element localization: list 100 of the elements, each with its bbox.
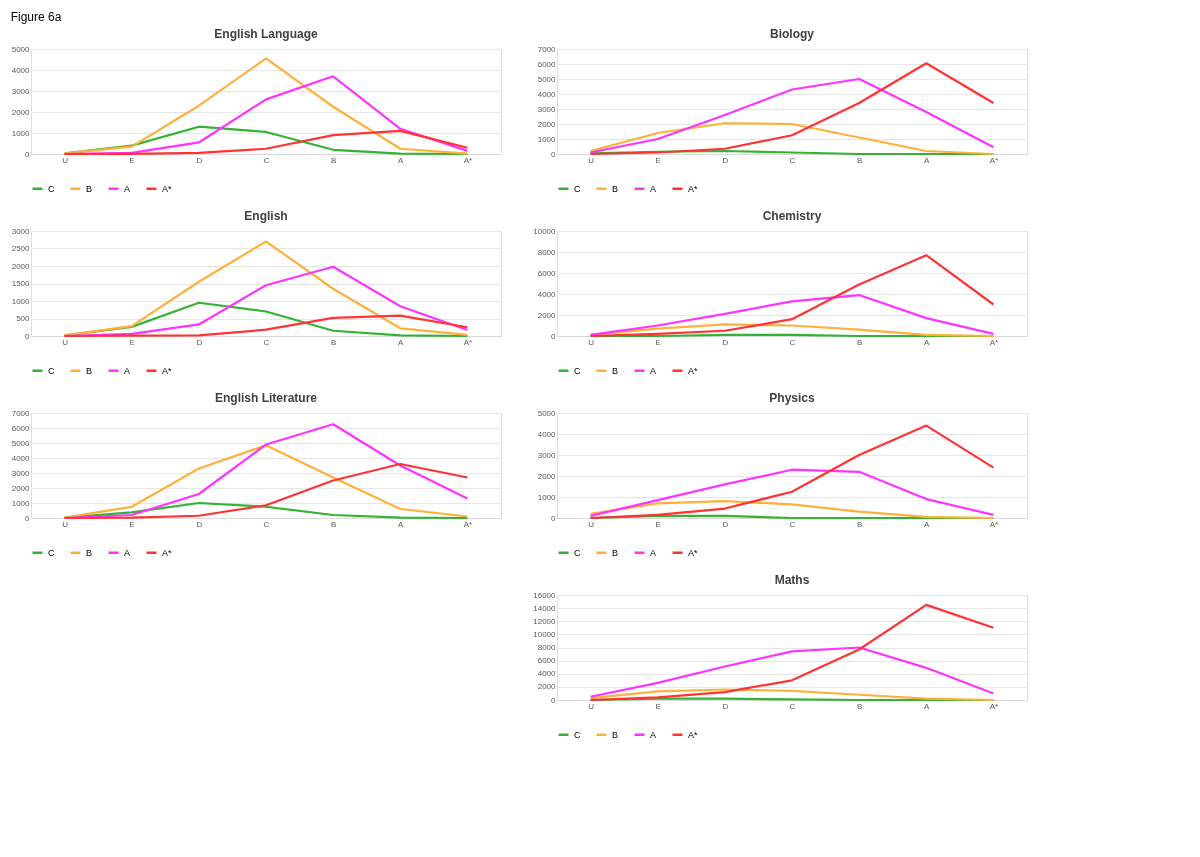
x-tick-label: C (789, 519, 796, 529)
y-tick-label: 6000 (537, 656, 557, 666)
line-series (589, 77, 995, 154)
legend-label: A* (162, 183, 172, 194)
x-tick-label: A (924, 155, 931, 165)
x-tick-label: A* (989, 155, 999, 165)
y-tick-label: 10000 (533, 226, 557, 236)
y-tick-label: 7000 (11, 408, 31, 418)
x-tick-label: C (263, 155, 270, 165)
y-tick-label: 0 (25, 513, 31, 523)
legend-label: B (612, 547, 619, 558)
y-tick-label: 2000 (11, 107, 31, 117)
legend-label: C (574, 547, 581, 558)
y-tick-label: 10000 (533, 629, 557, 639)
y-tick-label: 2000 (537, 682, 557, 692)
x-tick-label: C (789, 337, 796, 347)
legend-label: C (574, 365, 581, 376)
x-tick-label: E (655, 701, 661, 711)
line-series (63, 314, 469, 338)
legend-label: A* (688, 183, 698, 194)
y-tick-label: 8000 (537, 643, 557, 652)
y-tick-label: 4000 (537, 289, 557, 299)
legend-label: C (574, 729, 581, 740)
y-tick-label: 0 (25, 331, 31, 341)
x-tick-label: A* (989, 701, 999, 711)
x-tick-label: C (789, 701, 796, 711)
y-tick-label: 0 (25, 149, 31, 159)
chart-title: Maths (774, 573, 810, 587)
x-tick-label: B (330, 519, 337, 529)
legend-label: A (124, 183, 131, 194)
y-tick-label: 8000 (537, 247, 557, 257)
legend-label: A* (162, 547, 172, 558)
line-series (63, 462, 469, 520)
y-tick-label: 3000 (11, 86, 31, 96)
line-series (589, 122, 995, 156)
legend-label: C (48, 547, 55, 558)
legend-label: B (612, 365, 619, 376)
x-tick-label: B (330, 337, 337, 347)
legend-label: B (86, 547, 93, 558)
y-tick-label: 6000 (537, 268, 557, 278)
y-tick-label: 4000 (537, 669, 557, 679)
x-tick-label: C (789, 155, 796, 165)
y-tick-label: 0 (551, 149, 557, 159)
x-tick-label: A (924, 519, 931, 529)
y-tick-label: 500 (16, 314, 31, 323)
legend-label: A (650, 365, 657, 376)
y-tick-label: 4000 (11, 65, 31, 75)
y-tick-label: 4000 (537, 429, 557, 439)
y-tick-label: 1000 (11, 498, 31, 508)
legend-label: A (124, 365, 131, 376)
x-tick-label: E (655, 155, 661, 165)
x-tick-label: U (62, 155, 69, 165)
x-tick-label: B (856, 519, 863, 529)
x-tick-label: E (655, 519, 661, 529)
x-tick-label: E (655, 337, 661, 347)
line-series (589, 62, 995, 156)
x-tick-label: A (924, 337, 931, 347)
y-tick-label: 7000 (537, 44, 557, 54)
y-tick-label: 3000 (11, 226, 31, 236)
y-tick-label: 3000 (537, 450, 557, 460)
y-tick-label: 4000 (11, 453, 31, 463)
legend-label: C (48, 365, 55, 376)
line-series (589, 254, 995, 338)
y-tick-label: 1500 (11, 279, 31, 288)
x-tick-label: D (722, 701, 729, 711)
y-tick-label: 2000 (537, 310, 557, 320)
x-tick-label: U (588, 519, 595, 529)
line-series (63, 57, 469, 155)
y-tick-label: 5000 (537, 408, 557, 418)
y-tick-label: 0 (551, 513, 557, 523)
y-tick-label: 0 (551, 695, 557, 705)
x-tick-label: A* (463, 519, 473, 529)
x-tick-label: A* (989, 519, 999, 529)
x-tick-label: D (722, 155, 729, 165)
chart-title: Biology (770, 27, 815, 41)
line-series (589, 468, 995, 517)
chart-title: Chemistry (762, 209, 822, 223)
y-tick-label: 5000 (11, 438, 31, 448)
legend-label: C (574, 183, 581, 194)
legend-label: A* (688, 365, 698, 376)
x-tick-label: C (263, 337, 270, 347)
chart-title: Physics (769, 391, 815, 405)
x-tick-label: A (398, 519, 405, 529)
x-tick-label: U (62, 519, 69, 529)
y-tick-label: 4000 (537, 89, 557, 99)
y-tick-label: 16000 (533, 590, 557, 600)
y-tick-label: 3000 (11, 468, 31, 478)
legend-label: A (650, 729, 657, 740)
line-series (589, 293, 995, 337)
legend-label: B (612, 183, 619, 194)
y-tick-label: 5000 (11, 44, 31, 54)
y-tick-label: 2000 (537, 119, 557, 129)
y-tick-label: 5000 (537, 74, 557, 84)
x-tick-label: A* (989, 337, 999, 347)
line-series (589, 500, 995, 520)
x-tick-label: A (924, 701, 931, 711)
y-tick-label: 1000 (537, 492, 557, 502)
legend-label: A (124, 547, 131, 558)
x-tick-label: B (856, 155, 863, 165)
y-tick-label: 1000 (11, 128, 31, 138)
